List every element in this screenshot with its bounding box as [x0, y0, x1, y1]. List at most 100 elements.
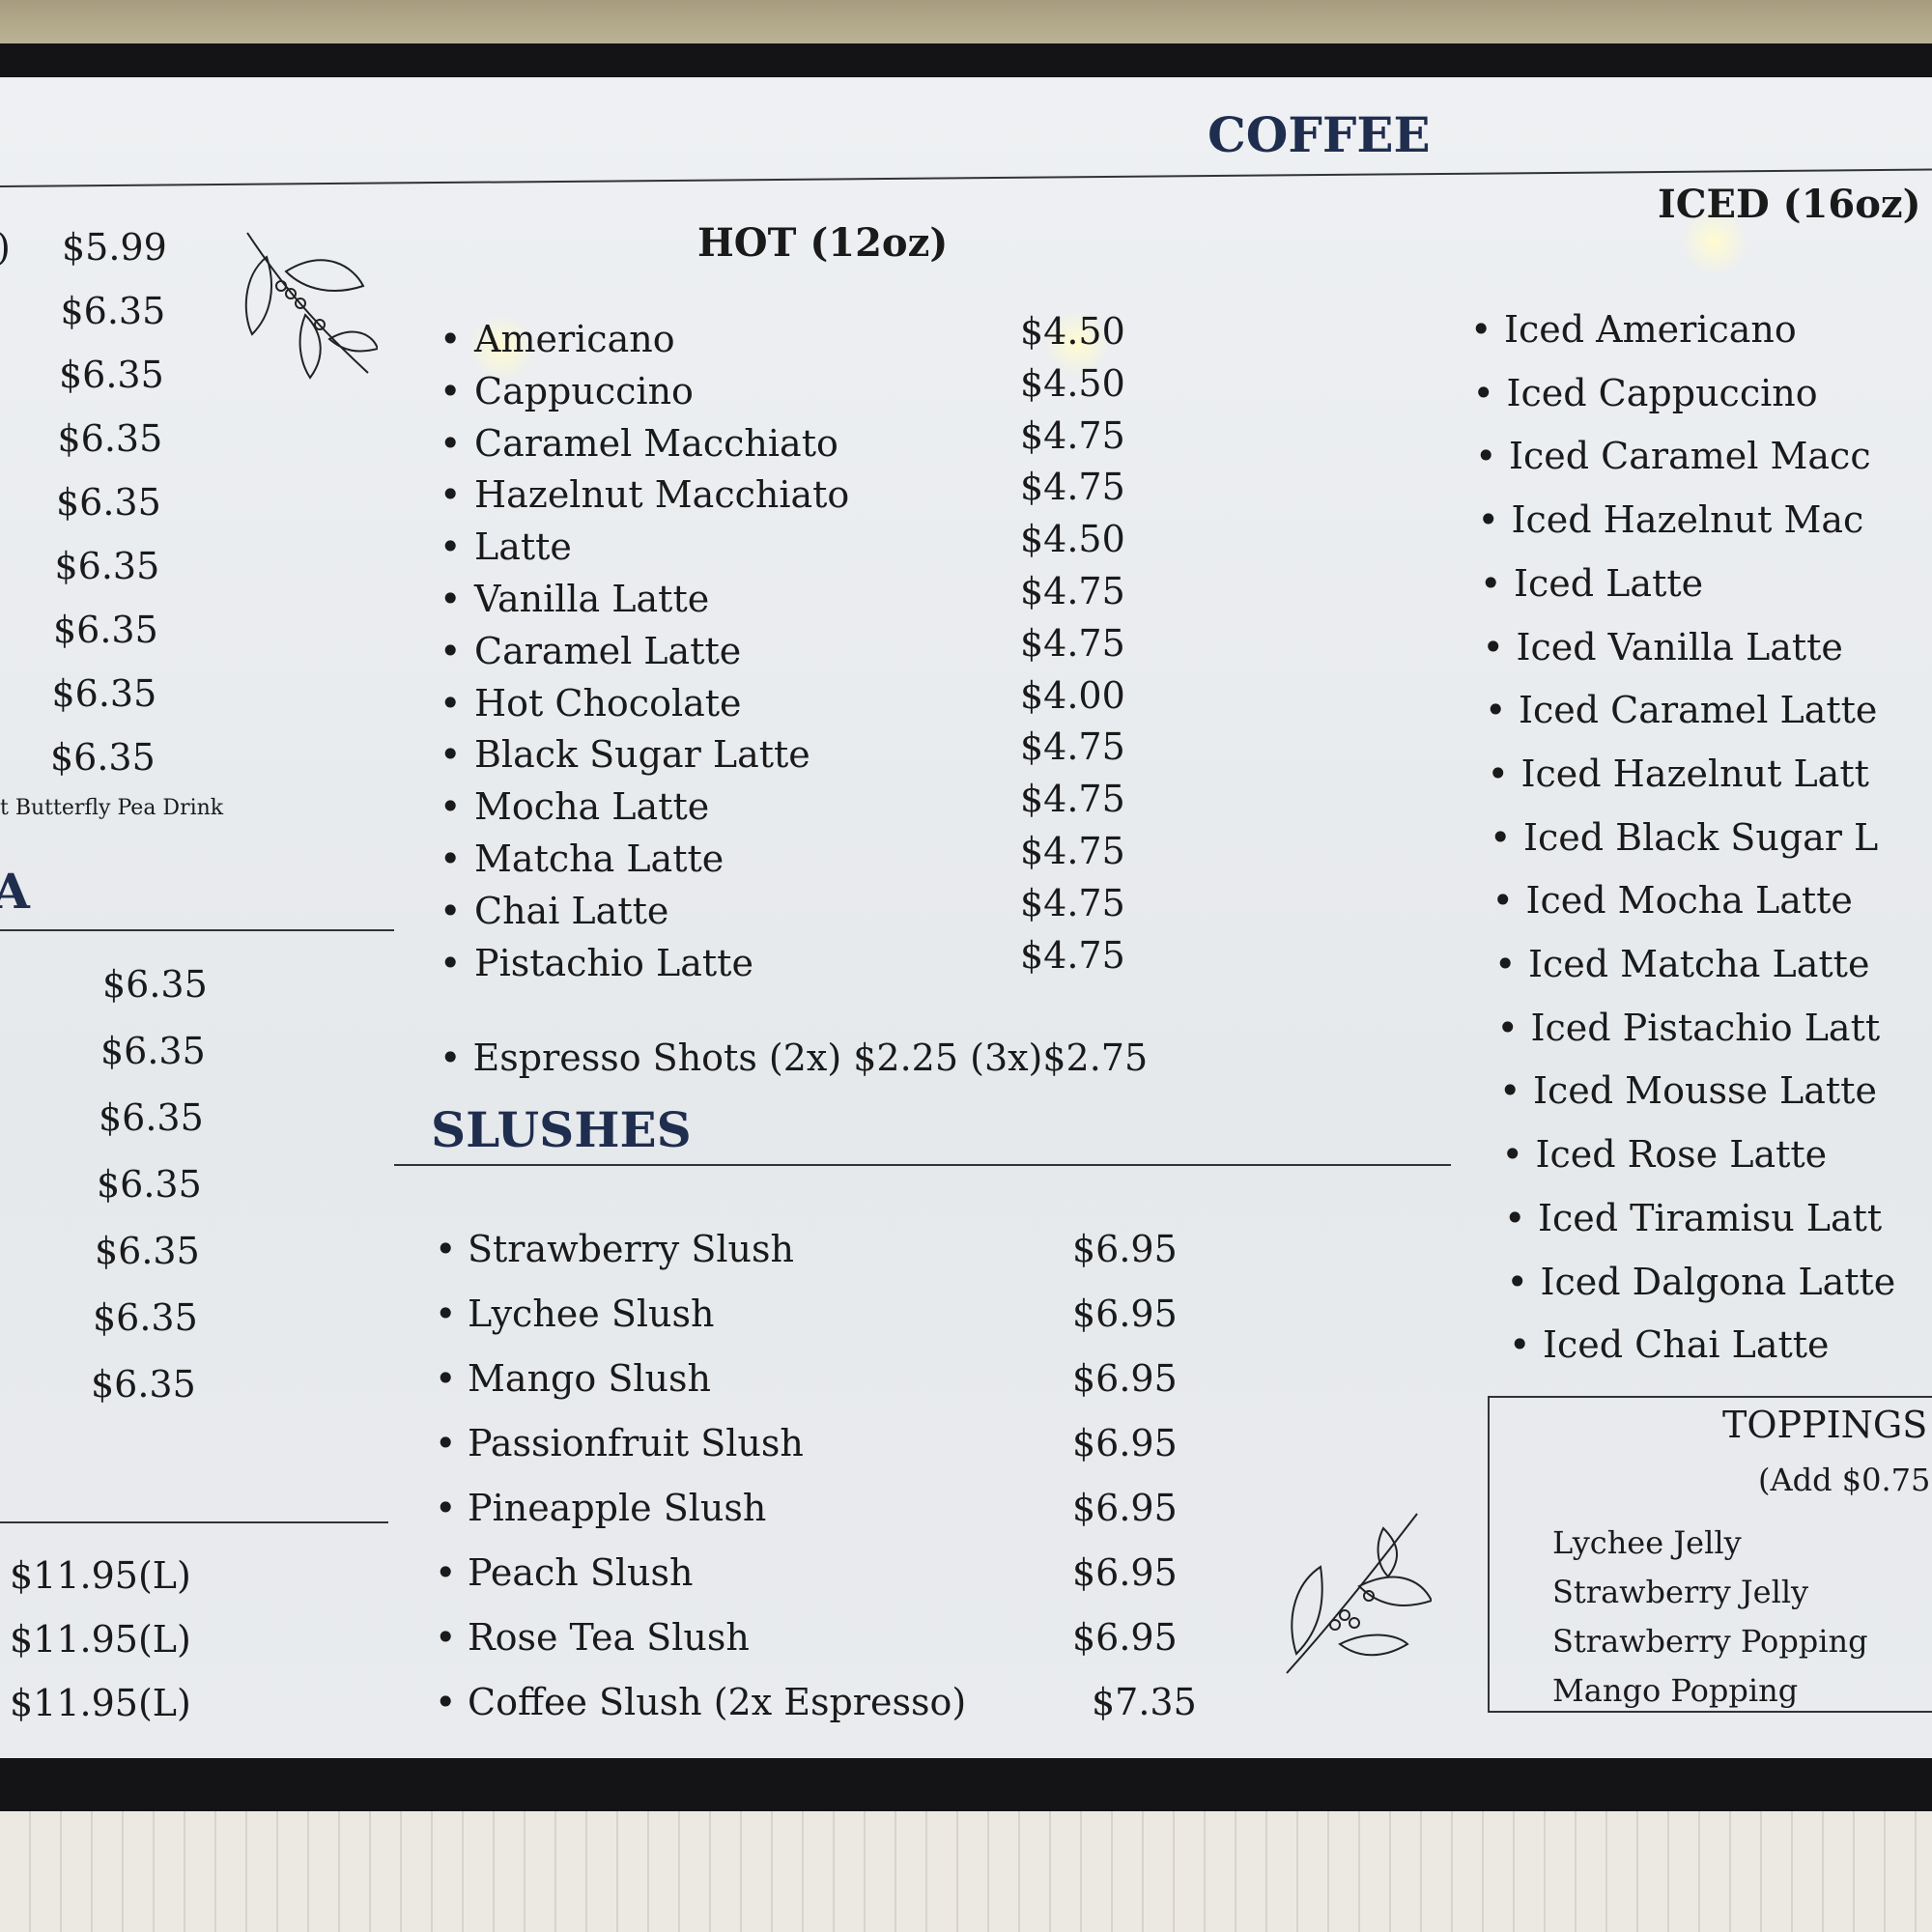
bullet-icon: • [440, 941, 462, 984]
iced-item-name: Iced Mocha Latte [1525, 879, 1853, 923]
iced-item-name: Iced Vanilla Latte [1516, 625, 1843, 668]
bullet-icon: • [1499, 1069, 1521, 1113]
iced-item-name: Iced Hazelnut Mac [1511, 498, 1864, 542]
slush-item-name: Strawberry Slush [468, 1228, 794, 1270]
bullet-icon: • [1492, 879, 1514, 923]
left-partial: ) [0, 226, 11, 270]
hot-item-price: $4.75 [1020, 725, 1125, 769]
bullet-icon: • [440, 421, 462, 465]
bullet-icon: • [1501, 1133, 1523, 1177]
bullet-icon: • [440, 318, 462, 360]
left-price: $6.35 [93, 1296, 198, 1339]
bullet-icon: • [1482, 625, 1504, 668]
iced-heading: ICED (16oz) [1658, 182, 1921, 227]
left-price: $6.35 [59, 354, 164, 396]
bullet-icon: • [1475, 435, 1497, 478]
hot-item-name: Chai Latte [474, 889, 669, 932]
bullet-icon: • [1480, 561, 1502, 605]
left-price: $6.35 [100, 1030, 206, 1072]
divider [0, 1521, 388, 1523]
slush-item-price: $6.95 [1072, 1616, 1178, 1659]
divider [394, 1164, 1451, 1166]
bullet-icon: • [435, 1487, 457, 1529]
topping-item: Lychee Jelly [1552, 1524, 1742, 1561]
hot-item-name: Latte [474, 526, 572, 569]
left-price: $6.35 [56, 481, 161, 524]
hot-item-price: $4.75 [1020, 881, 1125, 924]
slush-item-name: Pineapple Slush [468, 1487, 767, 1529]
bullet-icon: • [1509, 1323, 1531, 1367]
iced-item-name: Iced Caramel Macc [1509, 435, 1871, 478]
bullet-icon: • [435, 1551, 457, 1594]
bullet-icon: • [440, 785, 462, 829]
left-price: $6.35 [97, 1163, 202, 1206]
bullet-icon: • [435, 1228, 457, 1270]
slush-item-price: $6.95 [1072, 1293, 1178, 1335]
slush-item-name: Coffee Slush (2x Espresso) [468, 1681, 967, 1723]
left-price: $6.35 [50, 736, 156, 779]
slush-item-name: Lychee Slush [468, 1293, 715, 1335]
menu-screen: COFFEE HOT (12oz) ICED (16oz) • Americano… [0, 77, 1932, 1758]
left-section-title: A [0, 863, 30, 920]
hot-heading: HOT (12oz) [697, 220, 949, 266]
bullet-icon: • [435, 1357, 457, 1400]
bullet-icon: • [440, 578, 462, 620]
hot-item-name: Hot Chocolate [474, 681, 742, 724]
bullet-icon: • [435, 1422, 457, 1464]
light-reflection [1681, 208, 1748, 275]
left-price: $6.35 [57, 417, 163, 460]
divider [0, 929, 394, 931]
hot-item-price: $4.75 [1020, 933, 1125, 977]
slush-item-price: $6.95 [1072, 1357, 1178, 1400]
bullet-icon: • [440, 838, 462, 880]
hot-item-name: Hazelnut Macchiato [474, 473, 850, 517]
left-price: $6.35 [102, 963, 208, 1006]
slush-item-price: $7.35 [1092, 1681, 1197, 1723]
slush-item-price: $6.95 [1072, 1487, 1178, 1529]
bullet-icon: • [435, 1616, 457, 1659]
iced-item-name: Iced Black Sugar L [1523, 815, 1879, 859]
hot-item-price: $4.75 [1020, 570, 1125, 612]
espresso-text: Espresso Shots (2x) $2.25 (3x)$2.75 [472, 1037, 1149, 1079]
topping-item: Strawberry Popping [1552, 1623, 1868, 1660]
iced-item-name: Iced Dalgona Latte [1540, 1260, 1896, 1303]
iced-item-name: Iced Cappuccino [1506, 371, 1818, 414]
hot-item-price: $4.75 [1020, 830, 1125, 872]
bullet-icon: • [1494, 943, 1517, 985]
bullet-icon: • [1496, 1006, 1519, 1049]
light-reflection [469, 314, 536, 382]
iced-item-name: Iced Latte [1514, 561, 1704, 605]
toppings-note: (Add $0.75 [1758, 1462, 1931, 1498]
hot-item-price: $4.50 [1020, 518, 1125, 561]
hot-item-name: Caramel Latte [474, 629, 742, 672]
toppings-box [1488, 1396, 1932, 1713]
hot-item-price: $4.00 [1020, 673, 1125, 717]
bullet-icon: • [1504, 1196, 1526, 1239]
left-price: $6.35 [99, 1096, 204, 1139]
bullet-icon: • [435, 1681, 457, 1723]
hot-item-price: $4.75 [1020, 413, 1125, 457]
hot-item-name: Vanilla Latte [474, 578, 710, 620]
slush-item-price: $6.95 [1072, 1551, 1178, 1594]
iced-item-name: Iced Americano [1504, 308, 1797, 351]
toppings-title: TOPPINGS [1722, 1404, 1928, 1446]
iced-item-name: Iced Tiramisu Latt [1538, 1196, 1883, 1239]
hot-item-name: Matcha Latte [474, 838, 724, 880]
bullet-icon: • [440, 681, 462, 724]
bullet-icon: • [1477, 498, 1499, 542]
light-reflection [1043, 309, 1111, 377]
wall [0, 1811, 1932, 1932]
iced-item-name: Iced Chai Latte [1543, 1323, 1830, 1367]
slush-item-name: Peach Slush [468, 1551, 694, 1594]
espresso-shots: • Espresso Shots (2x) $2.25 (3x)$2.75 [440, 1037, 1149, 1079]
left-price: $6.35 [51, 672, 157, 715]
left-price: $6.35 [60, 290, 166, 332]
hot-item-name: Caramel Macchiato [474, 421, 838, 465]
iced-item-name: Iced Hazelnut Latt [1520, 752, 1869, 795]
left-price: $11.95(L) [10, 1554, 191, 1597]
bullet-icon: • [1472, 371, 1494, 414]
slush-item-price: $6.95 [1072, 1422, 1178, 1464]
iced-item-name: Iced Caramel Latte [1519, 689, 1878, 732]
bullet-icon: • [440, 629, 462, 672]
hot-item-name: Pistachio Latte [474, 941, 753, 984]
